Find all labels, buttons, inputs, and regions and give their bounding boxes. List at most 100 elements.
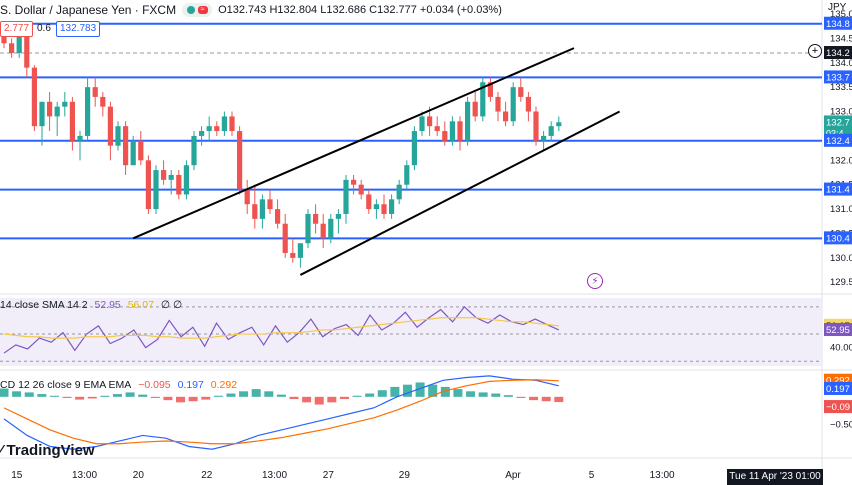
- candle-body: [100, 96, 106, 107]
- macd-histogram-bar: [529, 396, 539, 401]
- candle-body: [237, 131, 243, 190]
- macd-hist-axis-label: −0.09: [826, 402, 850, 413]
- macd-histogram-bar: [377, 390, 387, 397]
- ohlc-values: O132.743 H132.804 L132.686 C132.777 +0.0…: [218, 4, 502, 16]
- buy-price-button[interactable]: 132.783: [56, 21, 101, 37]
- candle-body: [472, 101, 478, 117]
- price-label-bg: [824, 46, 852, 60]
- macd-histogram-bar: [125, 392, 135, 397]
- candle-body: [54, 106, 60, 117]
- candle-body: [138, 140, 144, 161]
- candle-body: [419, 116, 425, 132]
- macd-histogram-bar: [49, 395, 59, 397]
- price-label: 134.8: [826, 19, 850, 30]
- candle-body: [214, 126, 220, 132]
- x-tick-label: 20: [133, 470, 145, 481]
- candle-body: [161, 170, 167, 180]
- candle-body: [244, 189, 250, 205]
- y-tick-label: 133.5: [830, 82, 852, 93]
- macd-histogram-bar: [428, 384, 438, 397]
- macd-histogram-bar: [24, 392, 34, 397]
- candle-body: [487, 82, 493, 97]
- y-tick-label: 129.5: [830, 277, 852, 288]
- x-tick-label: 22: [201, 470, 213, 481]
- sell-price-button[interactable]: 2.777: [0, 21, 34, 37]
- candle-body: [465, 101, 471, 141]
- macd-histogram-bar: [339, 396, 349, 400]
- candle-body: [183, 165, 189, 195]
- x-tick-label: 15: [11, 470, 23, 481]
- macd-histogram-bar: [150, 396, 160, 398]
- candle-body: [313, 213, 319, 224]
- macd-histogram-bar: [226, 393, 236, 397]
- candle-body: [396, 184, 402, 200]
- candle-body: [39, 101, 45, 127]
- x-tick-label: 29: [399, 470, 411, 481]
- candle-body: [24, 28, 30, 68]
- candle-body: [381, 204, 387, 214]
- macd-histogram-bar: [302, 396, 312, 403]
- market-status-pill[interactable]: ≈: [182, 3, 213, 17]
- macd-histogram-bar: [289, 396, 299, 400]
- macd-histogram-bar: [112, 394, 122, 397]
- macd-label[interactable]: CD 12 26 close 9 EMA EMA: [0, 379, 132, 391]
- macd-histogram-bar: [213, 395, 223, 397]
- chart-header: S. Dollar / Japanese Yen · FXCM ≈ O132.7…: [0, 2, 502, 18]
- candle-body: [77, 135, 83, 141]
- candle-body: [449, 121, 455, 141]
- candle-body: [252, 204, 258, 219]
- macd-histogram-bar: [390, 386, 400, 397]
- tradingview-logo-icon: ⁄: [0, 441, 3, 459]
- candle-body: [518, 87, 524, 97]
- candle-body: [85, 87, 91, 136]
- macd-histogram-bar: [276, 394, 286, 397]
- macd-legend: CD 12 26 close 9 EMA EMA −0.095 0.197 0.…: [0, 379, 241, 391]
- macd-signal-value: 0.292: [210, 379, 238, 391]
- candle-body: [556, 122, 562, 127]
- rsi-value: 52.95: [94, 299, 121, 311]
- channel-lower-line: [299, 110, 621, 276]
- candle-body: [320, 223, 326, 239]
- candle-body: [221, 116, 227, 132]
- candle-body: [275, 209, 281, 224]
- macd-histogram-bar: [541, 396, 551, 402]
- x-tick-label: Apr: [505, 470, 521, 481]
- lightning-icon[interactable]: ⚡: [587, 273, 603, 289]
- price-label-bg: [824, 182, 852, 196]
- rsi-label[interactable]: 14 close SMA 14 2: [0, 299, 88, 311]
- y-tick-label: 134.5: [830, 33, 852, 44]
- macd-histogram-bar: [188, 396, 198, 402]
- candle-body: [503, 111, 509, 122]
- macd-histogram-bar: [314, 396, 324, 405]
- candle-body: [297, 243, 303, 258]
- rsi-axis-label: 52.95: [826, 325, 850, 336]
- macd-line-value: 0.197: [177, 379, 204, 391]
- candle-body: [525, 96, 531, 112]
- candle-body: [510, 87, 516, 122]
- candle-body: [130, 140, 136, 166]
- macd-histogram-bar: [251, 389, 261, 397]
- candle-body: [191, 135, 197, 166]
- rsi-line: [3, 305, 560, 354]
- rsi-sma-value: 56.07: [127, 299, 154, 311]
- candle-body: [9, 43, 15, 54]
- candle-body: [328, 218, 334, 239]
- macd-histogram-bar: [327, 396, 337, 403]
- x-tick-label: 27: [323, 470, 335, 481]
- candle-body: [153, 170, 159, 210]
- candle-body: [548, 126, 554, 136]
- candle-body: [343, 179, 349, 214]
- price-label-bg: [824, 70, 852, 84]
- channel-upper-line: [132, 47, 575, 240]
- macd-histogram-bar: [163, 396, 173, 401]
- macd-histogram-bar: [352, 395, 362, 397]
- macd-signal-line: [3, 379, 559, 445]
- macd-histogram-bar: [201, 396, 211, 400]
- symbol-title[interactable]: S. Dollar / Japanese Yen · FXCM: [0, 3, 177, 17]
- candle-body: [434, 126, 440, 132]
- candle-body: [259, 199, 265, 219]
- candle-body: [373, 204, 379, 210]
- add-alert-plus-icon[interactable]: +: [808, 44, 822, 58]
- macd-histogram-bar: [176, 396, 186, 403]
